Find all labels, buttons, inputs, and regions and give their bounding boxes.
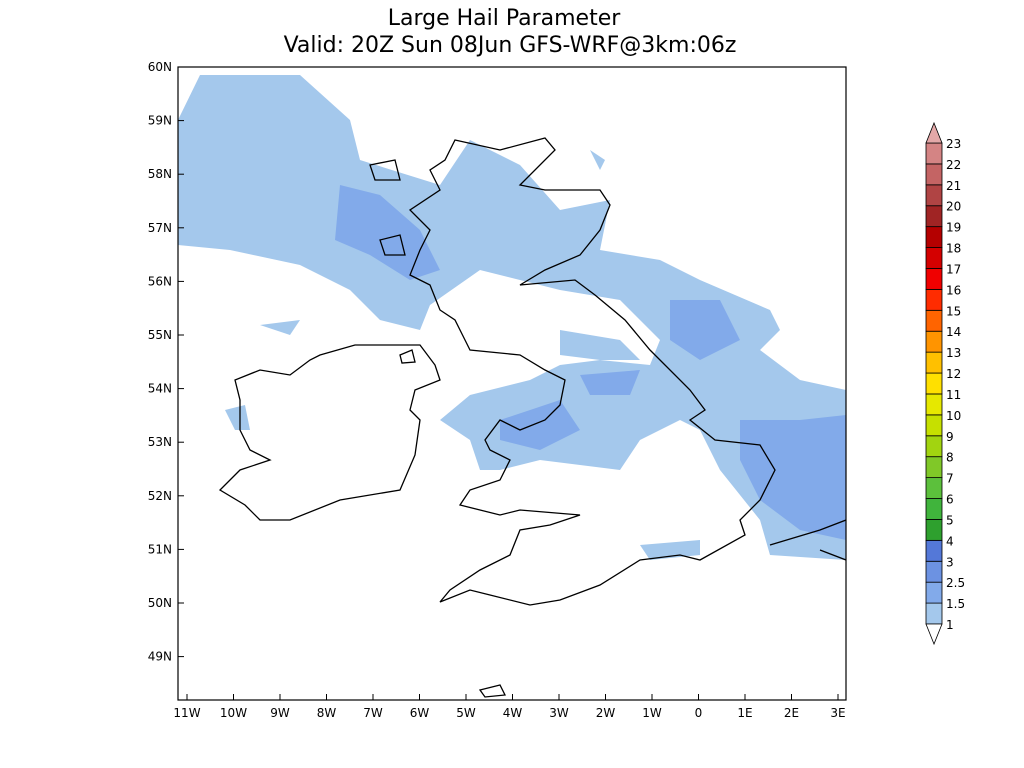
colorbar-label: 1.5 xyxy=(946,597,965,611)
colorbar-box xyxy=(925,247,943,269)
colorbar-box xyxy=(925,414,943,437)
colorbar-label: 16 xyxy=(946,283,961,297)
lon-label: 9W xyxy=(270,706,290,720)
colorbar-label: 20 xyxy=(946,200,961,214)
lat-label: 56N xyxy=(148,274,172,288)
colorbar-label: 9 xyxy=(946,430,954,444)
colorbar-box xyxy=(925,602,943,625)
colorbar-box xyxy=(925,560,943,583)
lat-label: 58N xyxy=(148,167,172,181)
colorbar-label: 19 xyxy=(946,221,961,235)
colorbar-label: 4 xyxy=(946,534,954,548)
lat-label: 55N xyxy=(148,328,172,342)
lat-label: 59N xyxy=(148,114,172,128)
colorbar-label: 2.5 xyxy=(946,576,965,590)
colorbar-label: 7 xyxy=(946,472,954,486)
lon-label: 7W xyxy=(363,706,383,720)
lat-label: 60N xyxy=(148,60,172,74)
colorbar-under xyxy=(925,623,943,646)
lat-label: 53N xyxy=(148,435,172,449)
lon-label: 3W xyxy=(549,706,569,720)
colorbar-label: 8 xyxy=(946,451,954,465)
colorbar-label: 12 xyxy=(946,367,961,381)
colorbar-label: 14 xyxy=(946,325,961,339)
hail-field-strong xyxy=(335,185,846,540)
colorbar-box xyxy=(925,184,943,207)
colorbar-box xyxy=(925,268,943,290)
colorbar-box xyxy=(925,539,943,562)
colorbar-label: 18 xyxy=(946,242,961,256)
lon-label: 0 xyxy=(695,706,703,720)
colorbar-label: 17 xyxy=(946,262,961,276)
lon-label: 2W xyxy=(596,706,616,720)
colorbar-box xyxy=(925,435,943,458)
lon-label: 2E xyxy=(784,706,799,720)
lat-label: 50N xyxy=(148,596,172,610)
lon-label: 10W xyxy=(220,706,247,720)
colorbar-label: 3 xyxy=(946,555,954,569)
colorbar-box xyxy=(925,351,943,374)
colorbar-box xyxy=(925,309,943,332)
colorbar-label: 10 xyxy=(946,409,961,423)
colorbar: 1 1.5 2.5 3 4 5 6 7 8 9 10 11 12 13 14 15 16 17 18 19 20 21 22… xyxy=(925,121,965,646)
lat-label: 49N xyxy=(148,650,172,664)
colorbar-label: 5 xyxy=(946,513,954,527)
colorbar-label: 22 xyxy=(946,158,961,172)
lon-label: 8W xyxy=(317,706,337,720)
colorbar-box xyxy=(925,288,943,311)
lon-label: 11W xyxy=(173,706,200,720)
subtitle: Valid: 20Z Sun 08Jun GFS-WRF@3km:06z xyxy=(284,33,737,58)
title: Large Hail Parameter xyxy=(388,6,622,31)
colorbar-label: 13 xyxy=(946,346,961,360)
lat-label: 57N xyxy=(148,221,172,235)
lat-label: 52N xyxy=(148,489,172,503)
map-area xyxy=(178,67,846,700)
colorbar-box xyxy=(925,163,943,186)
lat-label: 54N xyxy=(148,382,172,396)
colorbar-box xyxy=(925,519,943,541)
colorbar-over xyxy=(925,121,943,144)
axes: 60N 59N 58N 57N 56N 55N 54N 53N 52N 51N 50N 49N 11W 1… xyxy=(148,60,846,720)
colorbar-label: 15 xyxy=(946,304,961,318)
colorbar-label: 11 xyxy=(946,388,961,402)
colorbar-box xyxy=(925,205,943,228)
colorbar-box xyxy=(925,142,943,165)
lon-label: 1W xyxy=(642,706,662,720)
coastlines xyxy=(218,137,846,698)
colorbar-box xyxy=(925,477,943,499)
colorbar-box xyxy=(925,498,943,520)
colorbar-label: 6 xyxy=(946,493,954,507)
lon-label: 5W xyxy=(456,706,476,720)
lon-label: 3E xyxy=(830,706,845,720)
lon-label: 1E xyxy=(737,706,752,720)
colorbar-label: 21 xyxy=(946,179,961,193)
lon-label: 4W xyxy=(503,706,523,720)
colorbar-box xyxy=(925,372,943,395)
lat-label: 51N xyxy=(148,542,172,556)
colorbar-label: 1 xyxy=(946,618,954,632)
colorbar-label: 23 xyxy=(946,137,961,151)
colorbar-box xyxy=(925,226,943,248)
colorbar-box xyxy=(925,456,943,479)
colorbar-box xyxy=(925,393,943,416)
colorbar-box xyxy=(925,581,943,604)
colorbar-box xyxy=(925,330,943,353)
lon-label: 6W xyxy=(410,706,430,720)
